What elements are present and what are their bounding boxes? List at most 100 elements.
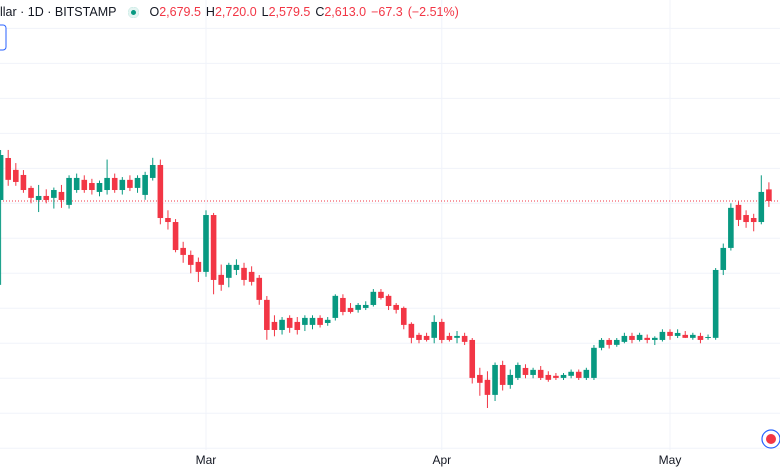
candle-body (553, 375, 559, 378)
candle-body (203, 215, 209, 272)
candle-body (750, 218, 757, 223)
candle-body (735, 204, 742, 220)
candle-body (256, 277, 263, 300)
candle-body (271, 321, 278, 330)
x-tick-label: Mar (196, 453, 217, 467)
candle-body (423, 335, 430, 340)
candle-body (51, 190, 57, 198)
candle-body (682, 334, 689, 338)
candle-body (477, 374, 483, 383)
candle-body (172, 222, 179, 251)
status-dot (128, 6, 140, 18)
candle-body (560, 374, 567, 378)
candle-body (659, 331, 666, 340)
candle-body (96, 183, 103, 192)
candle-body (712, 269, 719, 338)
ohlc-key: C (315, 5, 325, 19)
candle-body (195, 261, 202, 272)
candle-body (400, 307, 407, 325)
candle-body (5, 157, 12, 180)
candle-body (28, 187, 34, 198)
candle-body (598, 339, 605, 348)
candle-body (431, 321, 437, 338)
candle-body (667, 331, 673, 336)
candle-body (210, 215, 217, 280)
candle-body (583, 369, 590, 378)
legend-header: llar · 1D · BITSTAMP O 2,679.5 H 2,720.0 L… (0, 5, 464, 19)
candle-body (499, 364, 506, 385)
candle-body (104, 177, 110, 191)
candle-body (575, 371, 582, 378)
candle-body (690, 334, 696, 338)
candle-body (226, 264, 232, 278)
candle-body (568, 371, 574, 376)
candle-body (324, 319, 331, 323)
candle-body (408, 323, 415, 338)
ohlc-key: H (205, 5, 215, 19)
panel-button[interactable] (0, 24, 7, 51)
candle-body (545, 374, 552, 380)
candle-body (370, 291, 377, 305)
candle-body (347, 307, 354, 312)
candle-body (355, 304, 361, 310)
candle-body (454, 335, 460, 338)
candle-body (697, 335, 704, 340)
candle-body (157, 164, 164, 219)
candle-body (613, 339, 620, 345)
candle-body (149, 164, 156, 178)
candle-body (294, 321, 301, 330)
candle-body (187, 254, 194, 265)
candle-body (35, 195, 42, 200)
candle-body (530, 369, 536, 375)
candle-body (134, 177, 141, 188)
candle-body (621, 335, 628, 342)
candle-body (20, 174, 27, 191)
candle-body (492, 364, 498, 395)
candle-body (591, 347, 597, 378)
candle-body (416, 334, 422, 340)
candle-body (385, 295, 392, 307)
candle-body (393, 304, 399, 310)
candle-body (302, 317, 308, 325)
candle-body (73, 177, 80, 191)
candle-body (766, 189, 772, 202)
ohlc-value: 2,679.5 (159, 5, 201, 19)
logo-icon (761, 429, 780, 449)
candle-body (515, 364, 521, 378)
candle-body (233, 264, 240, 270)
candle-body (705, 336, 711, 338)
candle-body (537, 369, 544, 378)
candle-body (446, 335, 453, 340)
candle-body (461, 335, 468, 342)
ohlc-value: 2,720.0 (214, 5, 257, 19)
candle-body (636, 334, 643, 340)
candle-body (378, 291, 384, 298)
candle-body (180, 247, 186, 255)
candle-body (340, 297, 346, 312)
change: −67.3 (371, 5, 403, 19)
x-tick-label: Apr (432, 453, 451, 467)
candle-body (248, 271, 255, 282)
candle-body (484, 379, 491, 395)
symbol: llar · 1D · BITSTAMP (0, 5, 117, 19)
candle-body (218, 274, 225, 285)
candle-body (127, 179, 133, 188)
candle-body (720, 247, 727, 270)
x-tick-label: May (659, 453, 682, 467)
candle-body (728, 207, 734, 248)
ohlc-key: L (261, 5, 269, 19)
candle-body (81, 179, 88, 191)
candle-body (241, 267, 247, 280)
candle-body (0, 155, 4, 200)
candle-body (743, 215, 749, 223)
candle-body (332, 295, 339, 318)
candle-body (317, 317, 323, 325)
candle-body (644, 337, 650, 340)
candle-body (43, 195, 50, 200)
candle-body (142, 174, 148, 195)
candle-body (674, 332, 681, 336)
candle-body (469, 339, 476, 378)
candle-body (279, 319, 285, 330)
